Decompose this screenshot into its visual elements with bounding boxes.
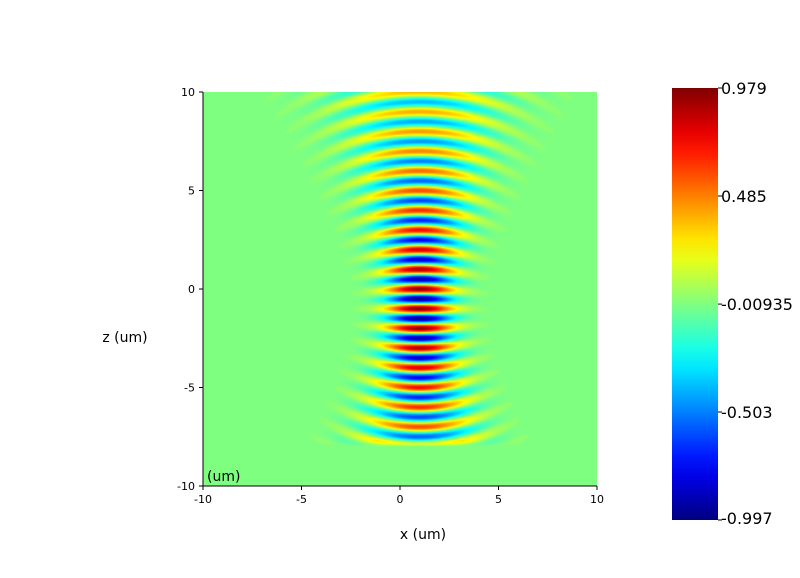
x-tick-label: 0: [397, 493, 404, 506]
colorbar-tick-label: 0.979: [721, 79, 767, 98]
heatmap-image: [203, 92, 597, 486]
colorbar-tick-label: -0.997: [721, 509, 773, 528]
heatmap: [203, 92, 597, 486]
y-tick-label: 0: [188, 283, 195, 296]
corner-label: (um): [207, 469, 240, 485]
colorbar: [672, 88, 718, 520]
y-tick-label: -5: [184, 382, 195, 395]
y-tick-label: -10: [177, 480, 195, 493]
y-tick-label: 5: [188, 185, 195, 198]
colorbar-tick-label: -0.00935: [721, 295, 793, 314]
x-tick-label: 5: [495, 493, 502, 506]
colorbar-tick-label: 0.485: [721, 187, 767, 206]
x-tick-label: -5: [296, 493, 307, 506]
x-axis-label: x (um): [400, 527, 446, 543]
x-tick-label: -10: [194, 493, 212, 506]
y-axis-label: z (um): [102, 330, 147, 346]
colorbar-tick-label: -0.503: [721, 403, 773, 422]
y-tick-label: 10: [181, 86, 195, 99]
x-tick-label: 10: [590, 493, 604, 506]
